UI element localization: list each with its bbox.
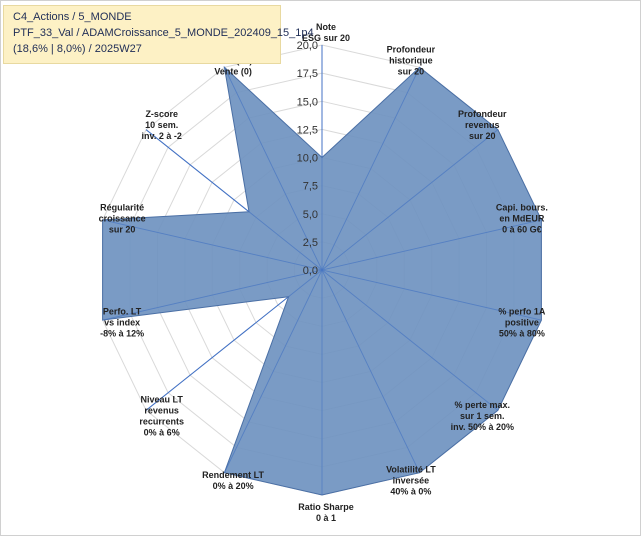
axis-spoke-overlay: [145, 269, 323, 411]
axis-spoke-overlay: [321, 269, 499, 411]
tick-label: 2,5: [303, 237, 318, 249]
tick-label: 7,5: [303, 181, 318, 193]
portfolio-info-box: C4_Actions / 5_MONDE PTF_33_Val / ADAMCr…: [3, 5, 314, 64]
info-line-1: C4_Actions / 5_MONDE: [13, 11, 132, 23]
axis-spoke-overlay: [321, 269, 542, 321]
axis-label: Régularité croissance sur 20: [99, 203, 146, 235]
tick-label: 15,0: [297, 96, 318, 108]
tick-label: 10,0: [297, 153, 318, 165]
info-line-2: PTF_33_Val / ADAMCroissance_5_MONDE_2024…: [13, 27, 314, 39]
axis-spoke-overlay: [224, 269, 323, 473]
axis-label: Niveau LT revenus recurrents 0% à 6%: [139, 394, 184, 437]
axis-spoke-overlay: [321, 269, 420, 473]
tick-label: 17,5: [297, 68, 318, 80]
axis-label: Profondeur historique sur 20: [387, 45, 436, 77]
tick-label: 5,0: [303, 209, 318, 221]
axis-label: Capi. bours. en MdEUR 0 à 60 G€: [496, 203, 548, 235]
axis-spoke-overlay: [145, 129, 323, 271]
axis-label: Volatilité LT inversée 40% à 0%: [386, 464, 436, 496]
axis-spoke-overlay: [102, 219, 323, 271]
axis-spoke-overlay: [321, 129, 499, 271]
axis-label: % perfo 1A positive 50% à 80%: [498, 306, 546, 338]
tick-label: 12,5: [297, 124, 318, 136]
tick-label: 20,0: [297, 40, 318, 52]
axis-label: Perfo. LT vs index -8% à 12%: [100, 306, 144, 338]
axis-spoke-overlay: [321, 67, 420, 271]
axis-label: Z-score 10 sem. inv. 2 à -2: [142, 109, 182, 141]
radial-tick-labels: 0,0 2,5 5,0 7,5 10,0 12,5 15,0 17,5 20,0: [297, 40, 318, 277]
axis-label: Ratio Sharpe 0 à 1: [298, 502, 354, 523]
axis-label: % perte max. sur 1 sem. inv. 50% à 20%: [451, 400, 514, 432]
info-line-3: (18,6% | 8,0%) / 2025W27: [13, 43, 142, 55]
axis-label: Note ESG sur 20: [302, 22, 350, 43]
axis-spoke-overlay: [321, 219, 542, 271]
series-area: [102, 45, 542, 496]
axis-spoke-overlay: [102, 269, 323, 321]
axis-label: Profondeur revenus sur 20: [458, 109, 507, 141]
tick-label: 0,0: [303, 265, 318, 277]
axis-label: Rendement LT 0% à 20%: [202, 470, 264, 491]
axis-spoke-overlay: [224, 67, 323, 271]
